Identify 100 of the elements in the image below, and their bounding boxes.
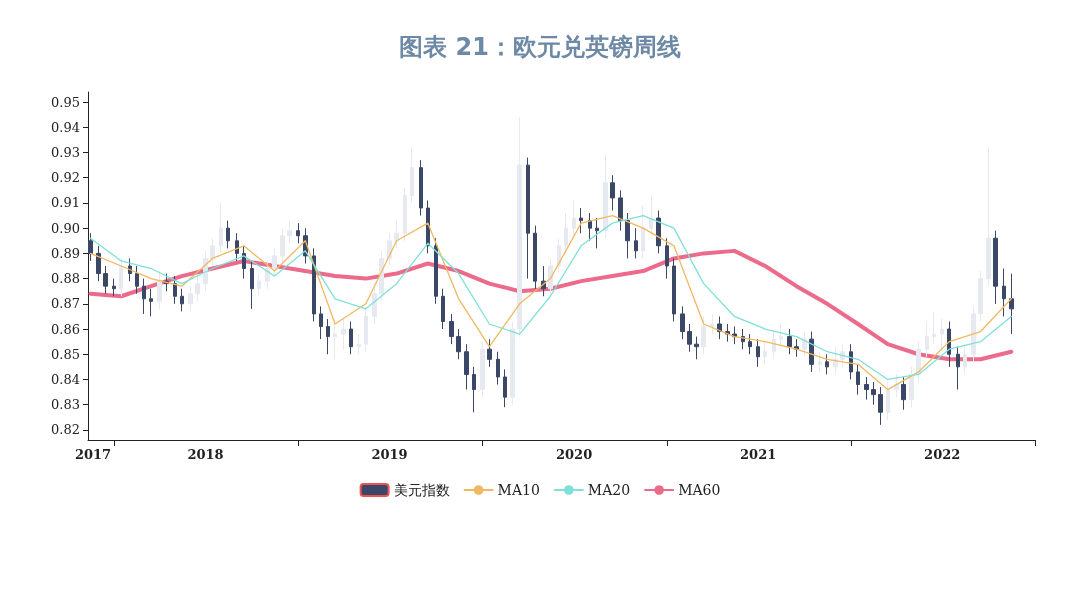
candlestick [856,363,860,396]
candlestick [687,323,692,353]
candlestick [195,275,200,302]
candlestick [149,288,153,317]
x-tick-label: 2021 [740,447,777,462]
candlestick [725,323,730,343]
candlestick [680,305,685,340]
x-tick-label: 2019 [371,447,408,462]
candlestick [978,270,983,322]
candlestick [312,247,316,322]
x-tick-label: 2017 [74,447,112,462]
candlestick [142,278,146,315]
candlestick [572,199,576,237]
y-tick-label: 0.94 [51,119,80,135]
candlestick [157,270,162,310]
candlestick [748,333,752,355]
candlestick [472,366,476,413]
candlestick [833,346,838,375]
y-tick-label: 0.91 [51,195,80,211]
candlestick [464,343,469,391]
candlestick [656,210,661,254]
y-tick-label: 0.95 [51,94,80,110]
candlestick [480,341,485,398]
candlestick [419,159,423,217]
legend-label: MA10 [497,482,540,498]
candlestick [825,353,829,375]
candlestick [456,328,461,360]
candlestick [956,346,960,391]
candlestick [96,245,101,282]
candlestick [503,368,507,408]
candlestick [618,189,623,232]
y-tick-label: 0.93 [51,145,80,161]
candlestick [794,338,799,358]
y-tick-label: 0.90 [51,220,80,236]
candlestick [533,225,537,290]
candlestick [802,331,807,358]
candlestick [971,305,976,363]
candlestick [173,275,177,305]
candlestick [595,217,599,249]
candlestick [579,207,583,234]
candlestick [610,174,615,212]
candlestick [694,336,699,360]
candlestick [756,338,760,368]
x-tick-label: 2020 [556,447,593,462]
candlestick [625,212,630,259]
candlestick [119,257,123,297]
candlestick [112,278,116,297]
candlestick [787,328,792,355]
candlestick [901,376,906,411]
candlestick [672,257,676,322]
legend-label: MA60 [678,482,721,498]
candlestick [517,116,522,338]
candlestick [449,313,454,345]
x-tick-label: 2022 [924,447,961,462]
candlestick [588,212,592,242]
candlestick [487,338,492,368]
candlestick [287,220,292,244]
candlestick [280,227,285,264]
candlestick [326,318,330,355]
candlestick [180,288,184,312]
candlestick [372,285,377,325]
candlestick [296,222,300,244]
candlestick [349,320,353,355]
y-tick-label: 0.85 [51,346,80,362]
candlestick [319,305,323,340]
chart-title: 图表 21：欧元兑英镑周线 [399,33,681,61]
candlestick [341,318,346,350]
y-tick-label: 0.92 [51,170,80,186]
candlestick [510,320,515,406]
candlestick [226,220,230,249]
candlestick [894,373,899,398]
candlestick [665,237,669,280]
candlestick [210,237,215,267]
y-tick-label: 0.84 [51,371,80,387]
candlestick [250,260,254,310]
candlestick [548,257,553,297]
y-tick-label: 0.83 [51,397,80,413]
y-tick-label: 0.88 [51,271,80,287]
legend-label: 美元指数 [393,482,450,498]
x-tick-label: 2018 [187,447,224,462]
candlestick [1009,273,1014,335]
candlestick [235,232,239,262]
candlestick [272,247,277,277]
candlestick [496,351,500,386]
candlestick [878,386,883,426]
y-tick-label: 0.87 [51,296,80,312]
candlestick [986,146,991,287]
candlestick [701,315,706,355]
y-tick-label: 0.86 [51,321,80,337]
candlestick [864,376,869,401]
candlestick [434,237,438,305]
candlestick [135,265,139,295]
candlestick [526,157,530,280]
candlestick [603,154,608,239]
y-tick-label: 0.89 [51,245,80,261]
candlestick [188,285,193,312]
candlestick [1002,268,1006,317]
candlestick [242,245,246,280]
candlestick [103,265,108,295]
candlestick [379,250,384,302]
